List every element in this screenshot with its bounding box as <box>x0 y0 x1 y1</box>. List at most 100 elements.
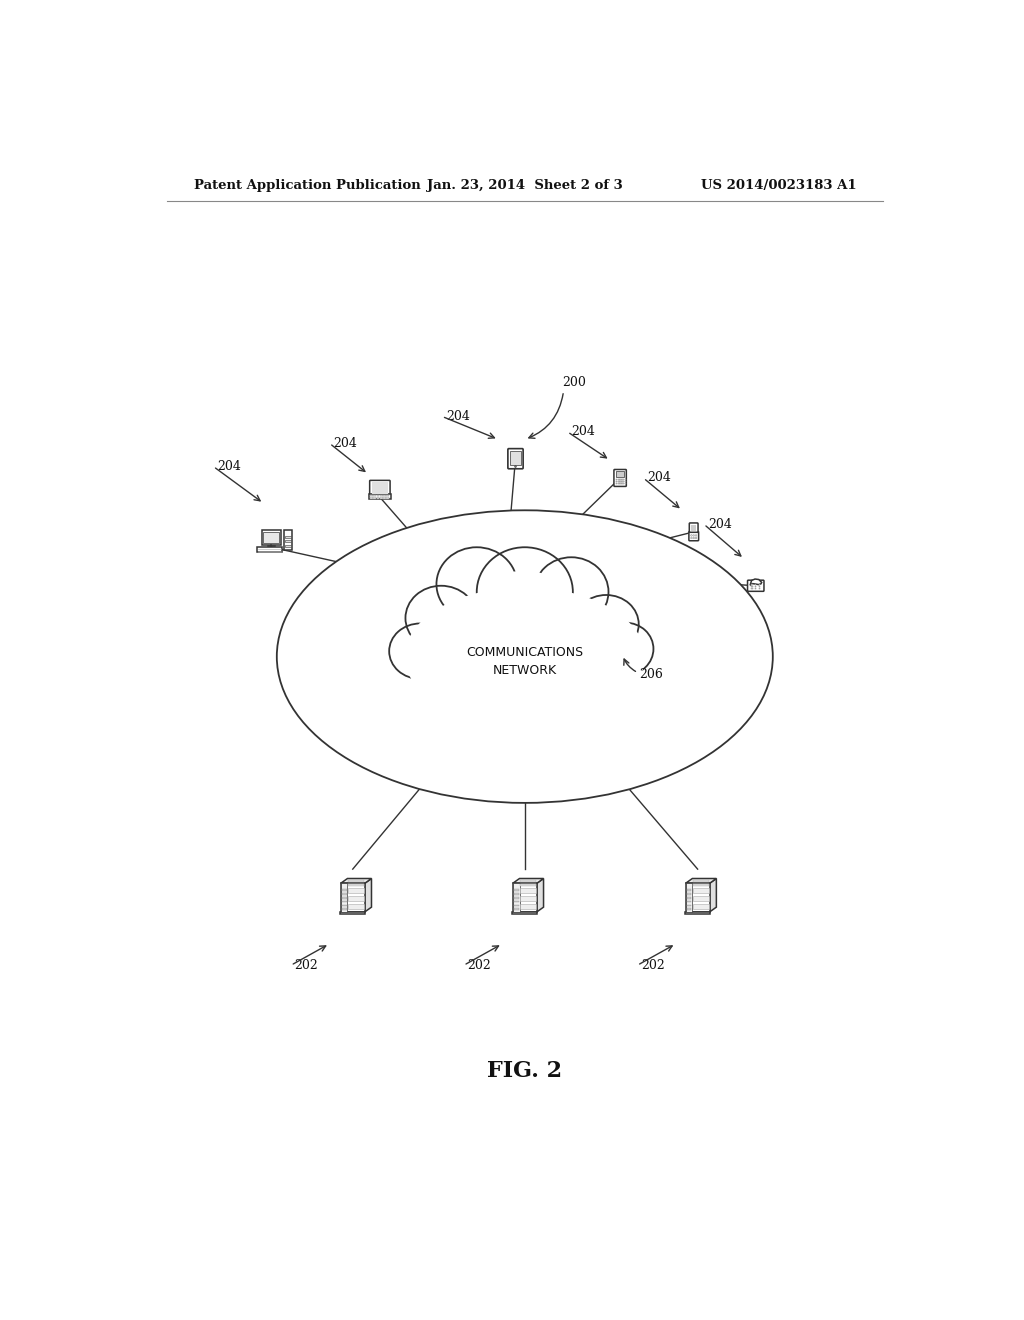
Bar <box>685 912 710 913</box>
Bar <box>386 498 389 499</box>
Text: 204: 204 <box>334 437 357 450</box>
Bar <box>370 495 373 496</box>
Circle shape <box>515 466 516 467</box>
Bar <box>377 498 380 499</box>
Bar <box>623 483 625 484</box>
Bar <box>340 912 366 913</box>
Bar <box>342 908 346 909</box>
Bar <box>686 904 691 907</box>
Bar <box>623 480 625 482</box>
Bar <box>686 896 691 899</box>
Bar <box>686 894 691 895</box>
Bar <box>514 896 518 899</box>
Bar <box>514 894 518 895</box>
Bar <box>285 540 292 543</box>
Text: 204: 204 <box>445 409 470 422</box>
Bar <box>348 904 365 909</box>
Circle shape <box>693 537 694 539</box>
Bar <box>342 890 346 891</box>
Bar <box>348 884 365 886</box>
Bar <box>514 908 518 909</box>
Bar <box>686 890 691 891</box>
Bar <box>693 884 710 886</box>
Circle shape <box>690 537 692 539</box>
Bar <box>380 495 383 496</box>
Bar <box>386 495 389 496</box>
Bar <box>693 880 710 882</box>
Text: 200: 200 <box>562 376 586 388</box>
Bar <box>693 896 710 902</box>
Bar <box>520 904 537 909</box>
Bar <box>512 912 538 913</box>
Bar <box>348 880 365 882</box>
Bar <box>615 471 625 477</box>
Bar <box>342 896 346 899</box>
Bar <box>374 495 376 496</box>
Ellipse shape <box>480 570 569 647</box>
Text: US 2014/0023183 A1: US 2014/0023183 A1 <box>700 178 856 191</box>
Text: 204: 204 <box>571 425 595 438</box>
Ellipse shape <box>573 595 639 653</box>
Polygon shape <box>710 879 717 912</box>
Polygon shape <box>751 579 762 585</box>
Bar <box>348 888 365 892</box>
Bar <box>520 884 537 886</box>
Bar <box>341 883 365 912</box>
Bar <box>284 531 292 549</box>
Bar <box>621 479 622 480</box>
Circle shape <box>695 537 697 539</box>
Bar <box>377 495 380 496</box>
Circle shape <box>693 535 694 536</box>
Ellipse shape <box>406 586 477 651</box>
Bar <box>625 483 627 484</box>
Bar <box>285 545 292 546</box>
Bar <box>623 479 625 480</box>
Bar <box>617 483 620 484</box>
Ellipse shape <box>389 623 452 678</box>
Bar <box>693 888 710 892</box>
Bar <box>369 494 391 499</box>
FancyBboxPatch shape <box>689 523 698 532</box>
FancyBboxPatch shape <box>614 470 627 487</box>
Bar <box>348 896 365 902</box>
Bar <box>341 883 347 912</box>
Bar <box>257 548 283 552</box>
FancyBboxPatch shape <box>370 480 390 496</box>
Bar <box>625 479 627 480</box>
Bar <box>520 896 537 902</box>
Bar <box>285 536 292 537</box>
Ellipse shape <box>397 574 652 743</box>
Ellipse shape <box>477 548 572 636</box>
Bar <box>513 883 537 912</box>
Text: 202: 202 <box>641 958 665 972</box>
Circle shape <box>695 535 697 536</box>
Bar <box>514 904 518 907</box>
Bar <box>261 531 282 545</box>
Bar <box>510 451 521 465</box>
FancyBboxPatch shape <box>508 449 523 469</box>
Ellipse shape <box>276 511 773 803</box>
Polygon shape <box>537 879 544 912</box>
Bar <box>617 479 620 480</box>
Bar <box>372 483 388 494</box>
Bar <box>615 483 617 484</box>
Bar <box>342 894 346 895</box>
Bar <box>374 498 376 499</box>
Polygon shape <box>513 879 544 883</box>
Bar <box>693 904 710 909</box>
Bar <box>621 483 622 484</box>
Bar <box>520 880 537 882</box>
Ellipse shape <box>404 587 645 726</box>
Bar <box>691 525 696 531</box>
Polygon shape <box>686 879 717 883</box>
Ellipse shape <box>598 623 653 675</box>
Bar <box>513 883 519 912</box>
FancyBboxPatch shape <box>689 532 698 541</box>
Ellipse shape <box>436 548 517 622</box>
Bar <box>686 908 691 909</box>
Bar <box>514 900 518 903</box>
Text: 202: 202 <box>295 958 318 972</box>
Bar <box>520 888 537 892</box>
Ellipse shape <box>535 557 608 627</box>
Bar <box>514 890 518 891</box>
